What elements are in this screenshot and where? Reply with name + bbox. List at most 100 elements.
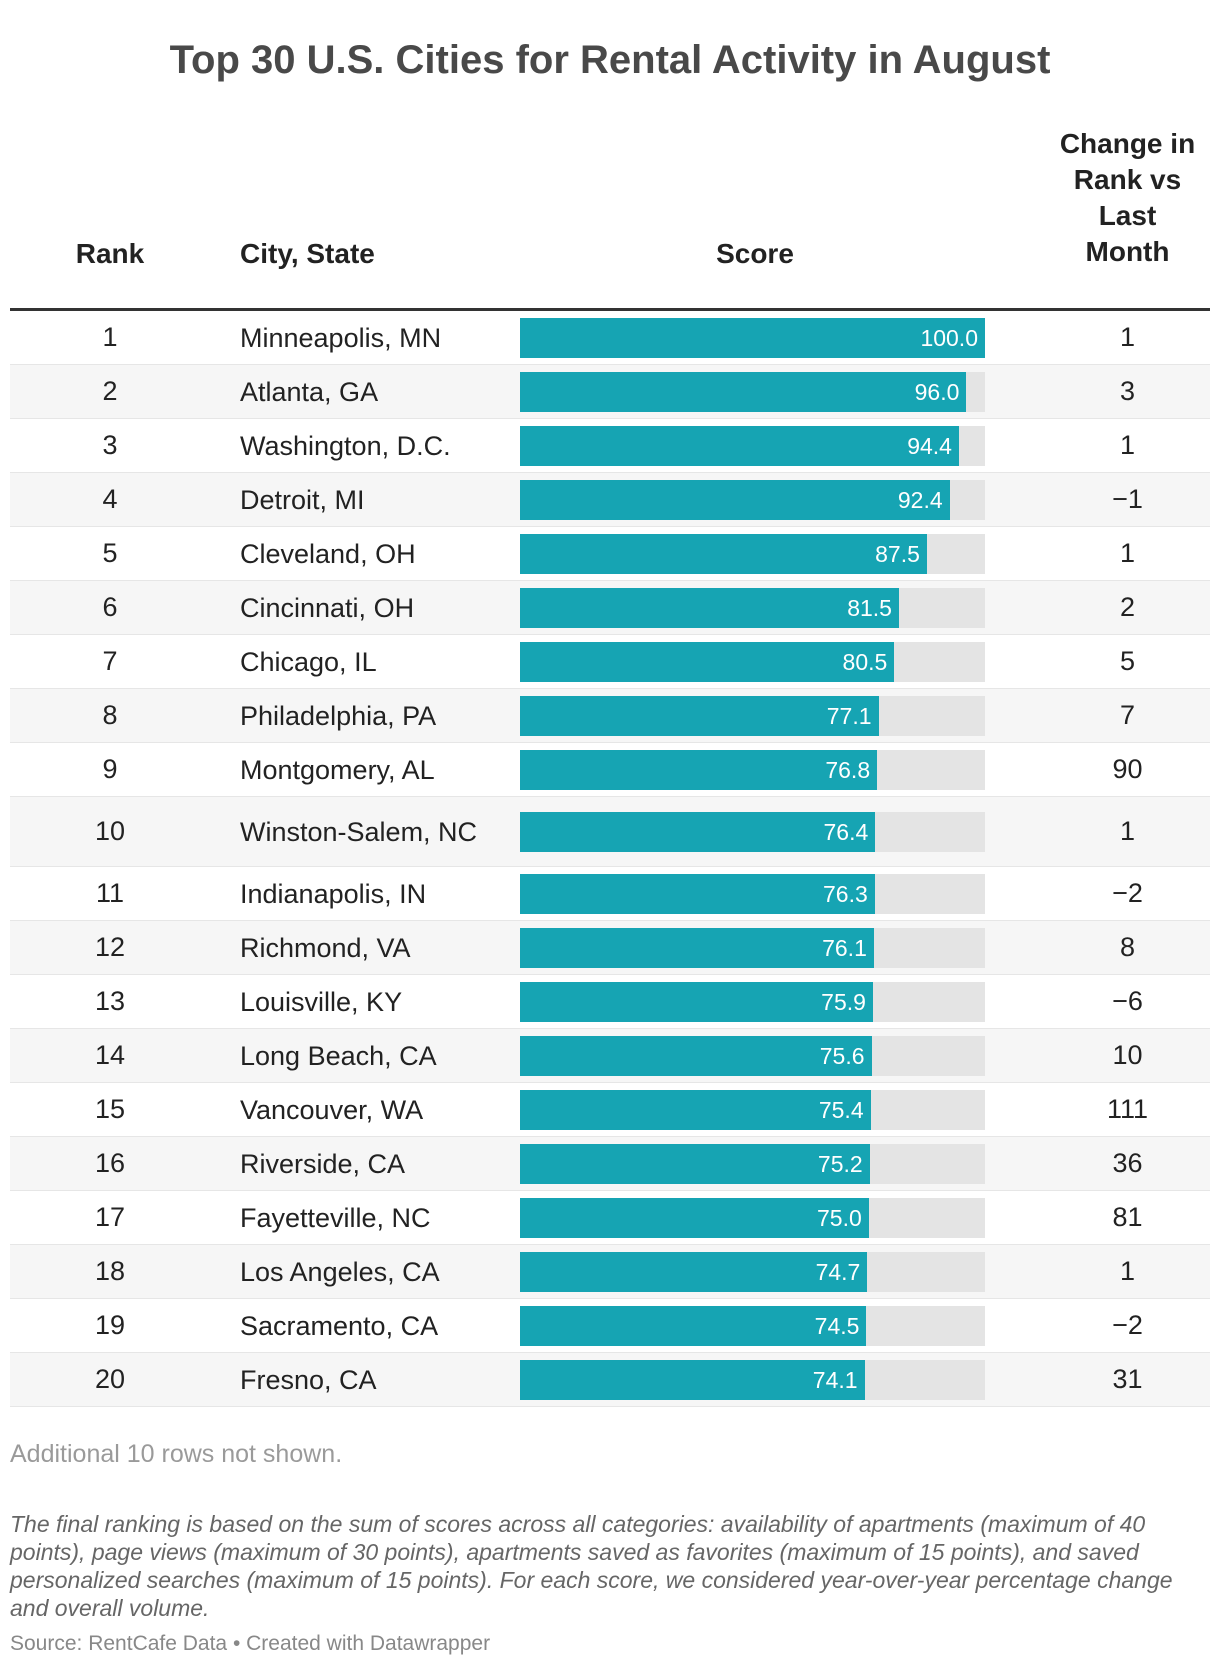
score-bar: 87.5: [520, 533, 927, 574]
rank-change-cell: 1: [1119, 430, 1136, 460]
score-bar: 74.5: [520, 1305, 867, 1346]
rows-hidden-note: Additional 10 rows not shown.: [10, 1440, 343, 1468]
city-cell: Philadelphia, PA: [240, 700, 437, 731]
rank-cell: 7: [102, 646, 118, 676]
header-city[interactable]: City, State: [240, 238, 375, 269]
score-track: 94.4: [520, 425, 985, 466]
rank-cell: 14: [94, 1040, 126, 1070]
score-track: 75.4: [520, 1089, 985, 1130]
city-cell: Sacramento, CA: [240, 1310, 439, 1341]
rank-cell: 1: [102, 322, 118, 352]
table-header: Rank City, State Score Change in Rank vs…: [10, 128, 1210, 290]
rank-change-cell: 81: [1112, 1202, 1143, 1232]
rank-change-cell: 1: [1119, 538, 1136, 568]
rank-cell: 9: [102, 754, 118, 784]
rank-cell: 10: [94, 816, 126, 846]
score-track: 75.9: [520, 981, 985, 1022]
rank-change-cell: −2: [1112, 878, 1143, 908]
score-label: 77.1: [826, 702, 872, 729]
rank-cell: 6: [102, 592, 118, 622]
rank-change-cell: 31: [1112, 1364, 1143, 1394]
table-row: 13 Louisville, KY 75.9 −6: [10, 975, 1210, 1029]
table-row: 11 Indianapolis, IN 76.3 −2: [10, 867, 1210, 921]
score-label: 76.4: [823, 818, 869, 845]
city-cell: Atlanta, GA: [240, 376, 379, 407]
city-cell: Chicago, IL: [240, 646, 377, 677]
methodology-footnote: The final ranking is based on the sum of…: [10, 1511, 1173, 1621]
table-row: 18 Los Angeles, CA 74.7 1: [10, 1245, 1210, 1299]
score-track: 96.0: [520, 371, 985, 412]
score-track: 81.5: [520, 587, 985, 628]
rank-change-cell: −1: [1112, 484, 1143, 514]
score-label: 81.5: [847, 594, 892, 621]
table-row: 14 Long Beach, CA 75.6 10: [10, 1029, 1210, 1083]
rank-cell: 4: [102, 484, 118, 514]
rank-cell: 2: [102, 376, 118, 406]
table-row: 3 Washington, D.C. 94.4 1: [10, 419, 1210, 473]
score-bar: 92.4: [520, 479, 950, 520]
header-change-line: Rank vs: [1073, 164, 1182, 195]
table-row: 1 Minneapolis, MN 100.0 1: [10, 311, 1210, 365]
score-label: 75.0: [816, 1204, 862, 1231]
city-cell: Louisville, KY: [240, 986, 403, 1017]
city-cell: Detroit, MI: [240, 484, 365, 515]
score-track: 75.6: [520, 1035, 985, 1076]
score-track: 75.0: [520, 1197, 985, 1238]
rank-cell: 20: [94, 1364, 126, 1394]
rank-change-cell: 8: [1119, 932, 1136, 962]
header-change-line: Last: [1098, 200, 1157, 231]
rank-cell: 11: [95, 878, 125, 908]
score-bar: 76.3: [520, 873, 875, 914]
score-bar: 76.1: [520, 927, 874, 968]
score-track: 76.4: [520, 811, 985, 852]
rank-cell: 17: [94, 1202, 126, 1232]
city-cell: Cincinnati, OH: [240, 592, 415, 623]
city-cell: Riverside, CA: [240, 1148, 406, 1179]
city-cell: Fresno, CA: [240, 1364, 377, 1395]
score-bar: 75.6: [520, 1035, 872, 1076]
score-track: 76.8: [520, 749, 985, 790]
table-row: 9 Montgomery, AL 76.8 90: [10, 743, 1210, 797]
score-bar: 94.4: [520, 425, 959, 466]
score-label: 92.4: [897, 486, 943, 513]
rank-change-cell: 5: [1119, 646, 1136, 676]
score-bar: 75.2: [520, 1143, 870, 1184]
rank-cell: 19: [94, 1310, 126, 1340]
score-track: 87.5: [520, 533, 985, 574]
chart-title: Top 30 U.S. Cities for Rental Activity i…: [169, 38, 1051, 82]
header-score[interactable]: Score: [716, 238, 794, 269]
score-bar: 76.8: [520, 749, 878, 790]
score-label: 75.9: [821, 988, 866, 1015]
score-track: 76.3: [520, 873, 985, 914]
header-change-line: Change in: [1059, 128, 1196, 159]
table-row: 12 Richmond, VA 76.1 8: [10, 921, 1210, 975]
header-rank[interactable]: Rank: [75, 238, 145, 269]
score-label: 74.7: [815, 1258, 861, 1285]
score-bar: 77.1: [520, 695, 879, 736]
header-change[interactable]: Change in Rank vs Last Month: [1045, 126, 1210, 270]
score-label: 75.4: [818, 1096, 864, 1123]
score-track: 100.0: [520, 317, 985, 358]
table-row: 17 Fayetteville, NC 75.0 81: [10, 1191, 1210, 1245]
score-bar: 76.4: [520, 811, 876, 852]
table-row: 5 Cleveland, OH 87.5 1: [10, 527, 1210, 581]
rank-cell: 12: [94, 932, 126, 962]
rank-cell: 15: [94, 1094, 126, 1124]
rank-change-cell: 2: [1119, 592, 1136, 622]
score-label: 75.6: [819, 1042, 865, 1069]
score-track: 74.5: [520, 1305, 985, 1346]
score-bar: 96.0: [520, 371, 967, 412]
score-label: 80.5: [842, 648, 888, 675]
city-cell: Cleveland, OH: [240, 538, 416, 569]
rank-change-cell: 7: [1119, 700, 1136, 730]
score-bar: 74.1: [520, 1359, 865, 1400]
city-cell: Long Beach, CA: [240, 1040, 437, 1071]
score-bar: 75.0: [520, 1197, 869, 1238]
table-row: 2 Atlanta, GA 96.0 3: [10, 365, 1210, 419]
city-cell: Fayetteville, NC: [240, 1202, 431, 1233]
score-label: 76.3: [823, 880, 868, 907]
rank-change-cell: 10: [1112, 1040, 1143, 1070]
score-track: 74.1: [520, 1359, 985, 1400]
score-track: 74.7: [520, 1251, 985, 1292]
header-divider: [10, 308, 1210, 311]
